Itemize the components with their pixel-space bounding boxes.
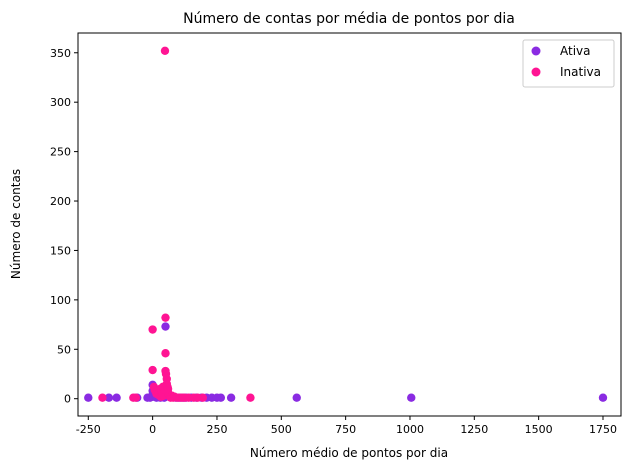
legend-marker-ativa: [531, 46, 541, 56]
legend-box: [522, 39, 615, 88]
point-inativa: [148, 325, 157, 334]
x-axis-label: Número médio de pontos por dia: [250, 446, 448, 460]
point-inativa: [161, 313, 170, 322]
point-ativa: [104, 393, 114, 402]
point-ativa: [216, 393, 226, 402]
x-tick-label: 500: [271, 423, 292, 436]
legend-marker-inativa: [531, 67, 541, 77]
point-inativa: [131, 393, 141, 402]
y-tick-label: 50: [57, 343, 71, 356]
x-tick-label: 0: [149, 423, 156, 436]
y-tick-label: 300: [50, 96, 71, 109]
y-tick-label: 150: [50, 244, 71, 257]
point-inativa: [161, 349, 170, 358]
point-ativa: [112, 393, 121, 402]
y-tick-label: 0: [64, 393, 71, 406]
y-tick-label: 250: [50, 146, 71, 159]
point-ativa: [598, 393, 608, 402]
point-ativa: [292, 393, 301, 402]
x-tick-label: 1250: [460, 423, 488, 436]
x-tick-label: 250: [206, 423, 227, 436]
y-tick-label: 350: [50, 47, 71, 60]
legend-label-ativa: Ativa: [560, 44, 591, 58]
point-ativa: [407, 393, 416, 402]
x-tick-label: -250: [76, 423, 101, 436]
plot-points: [84, 46, 608, 402]
y-tick-label: 100: [50, 294, 71, 307]
plot-frame: [77, 32, 622, 417]
point-inativa: [198, 393, 208, 402]
x-tick-label: 750: [335, 423, 356, 436]
legend-label-inativa: Inativa: [560, 65, 601, 79]
x-tick-label: 1500: [525, 423, 553, 436]
y-axis-label: Número de contas: [9, 169, 23, 279]
chart-title: Número de contas por média de pontos por…: [183, 11, 515, 27]
legend: Ativa Inativa: [522, 39, 615, 88]
y-tick-label: 200: [50, 195, 71, 208]
y-axis-ticks: 0 50 100 150 200 250 300 350: [50, 47, 78, 406]
point-ativa: [161, 322, 170, 331]
point-inativa: [98, 393, 107, 402]
point-inativa: [246, 393, 255, 402]
x-tick-label: 1000: [396, 423, 424, 436]
point-ativa: [226, 393, 236, 402]
point-inativa: [160, 46, 170, 55]
x-tick-label: 1750: [589, 423, 617, 436]
point-inativa: [148, 365, 157, 375]
x-axis-ticks: -250 0 250 500 750 1000 1250 1500 1750: [76, 416, 617, 436]
point-ativa: [84, 393, 93, 402]
